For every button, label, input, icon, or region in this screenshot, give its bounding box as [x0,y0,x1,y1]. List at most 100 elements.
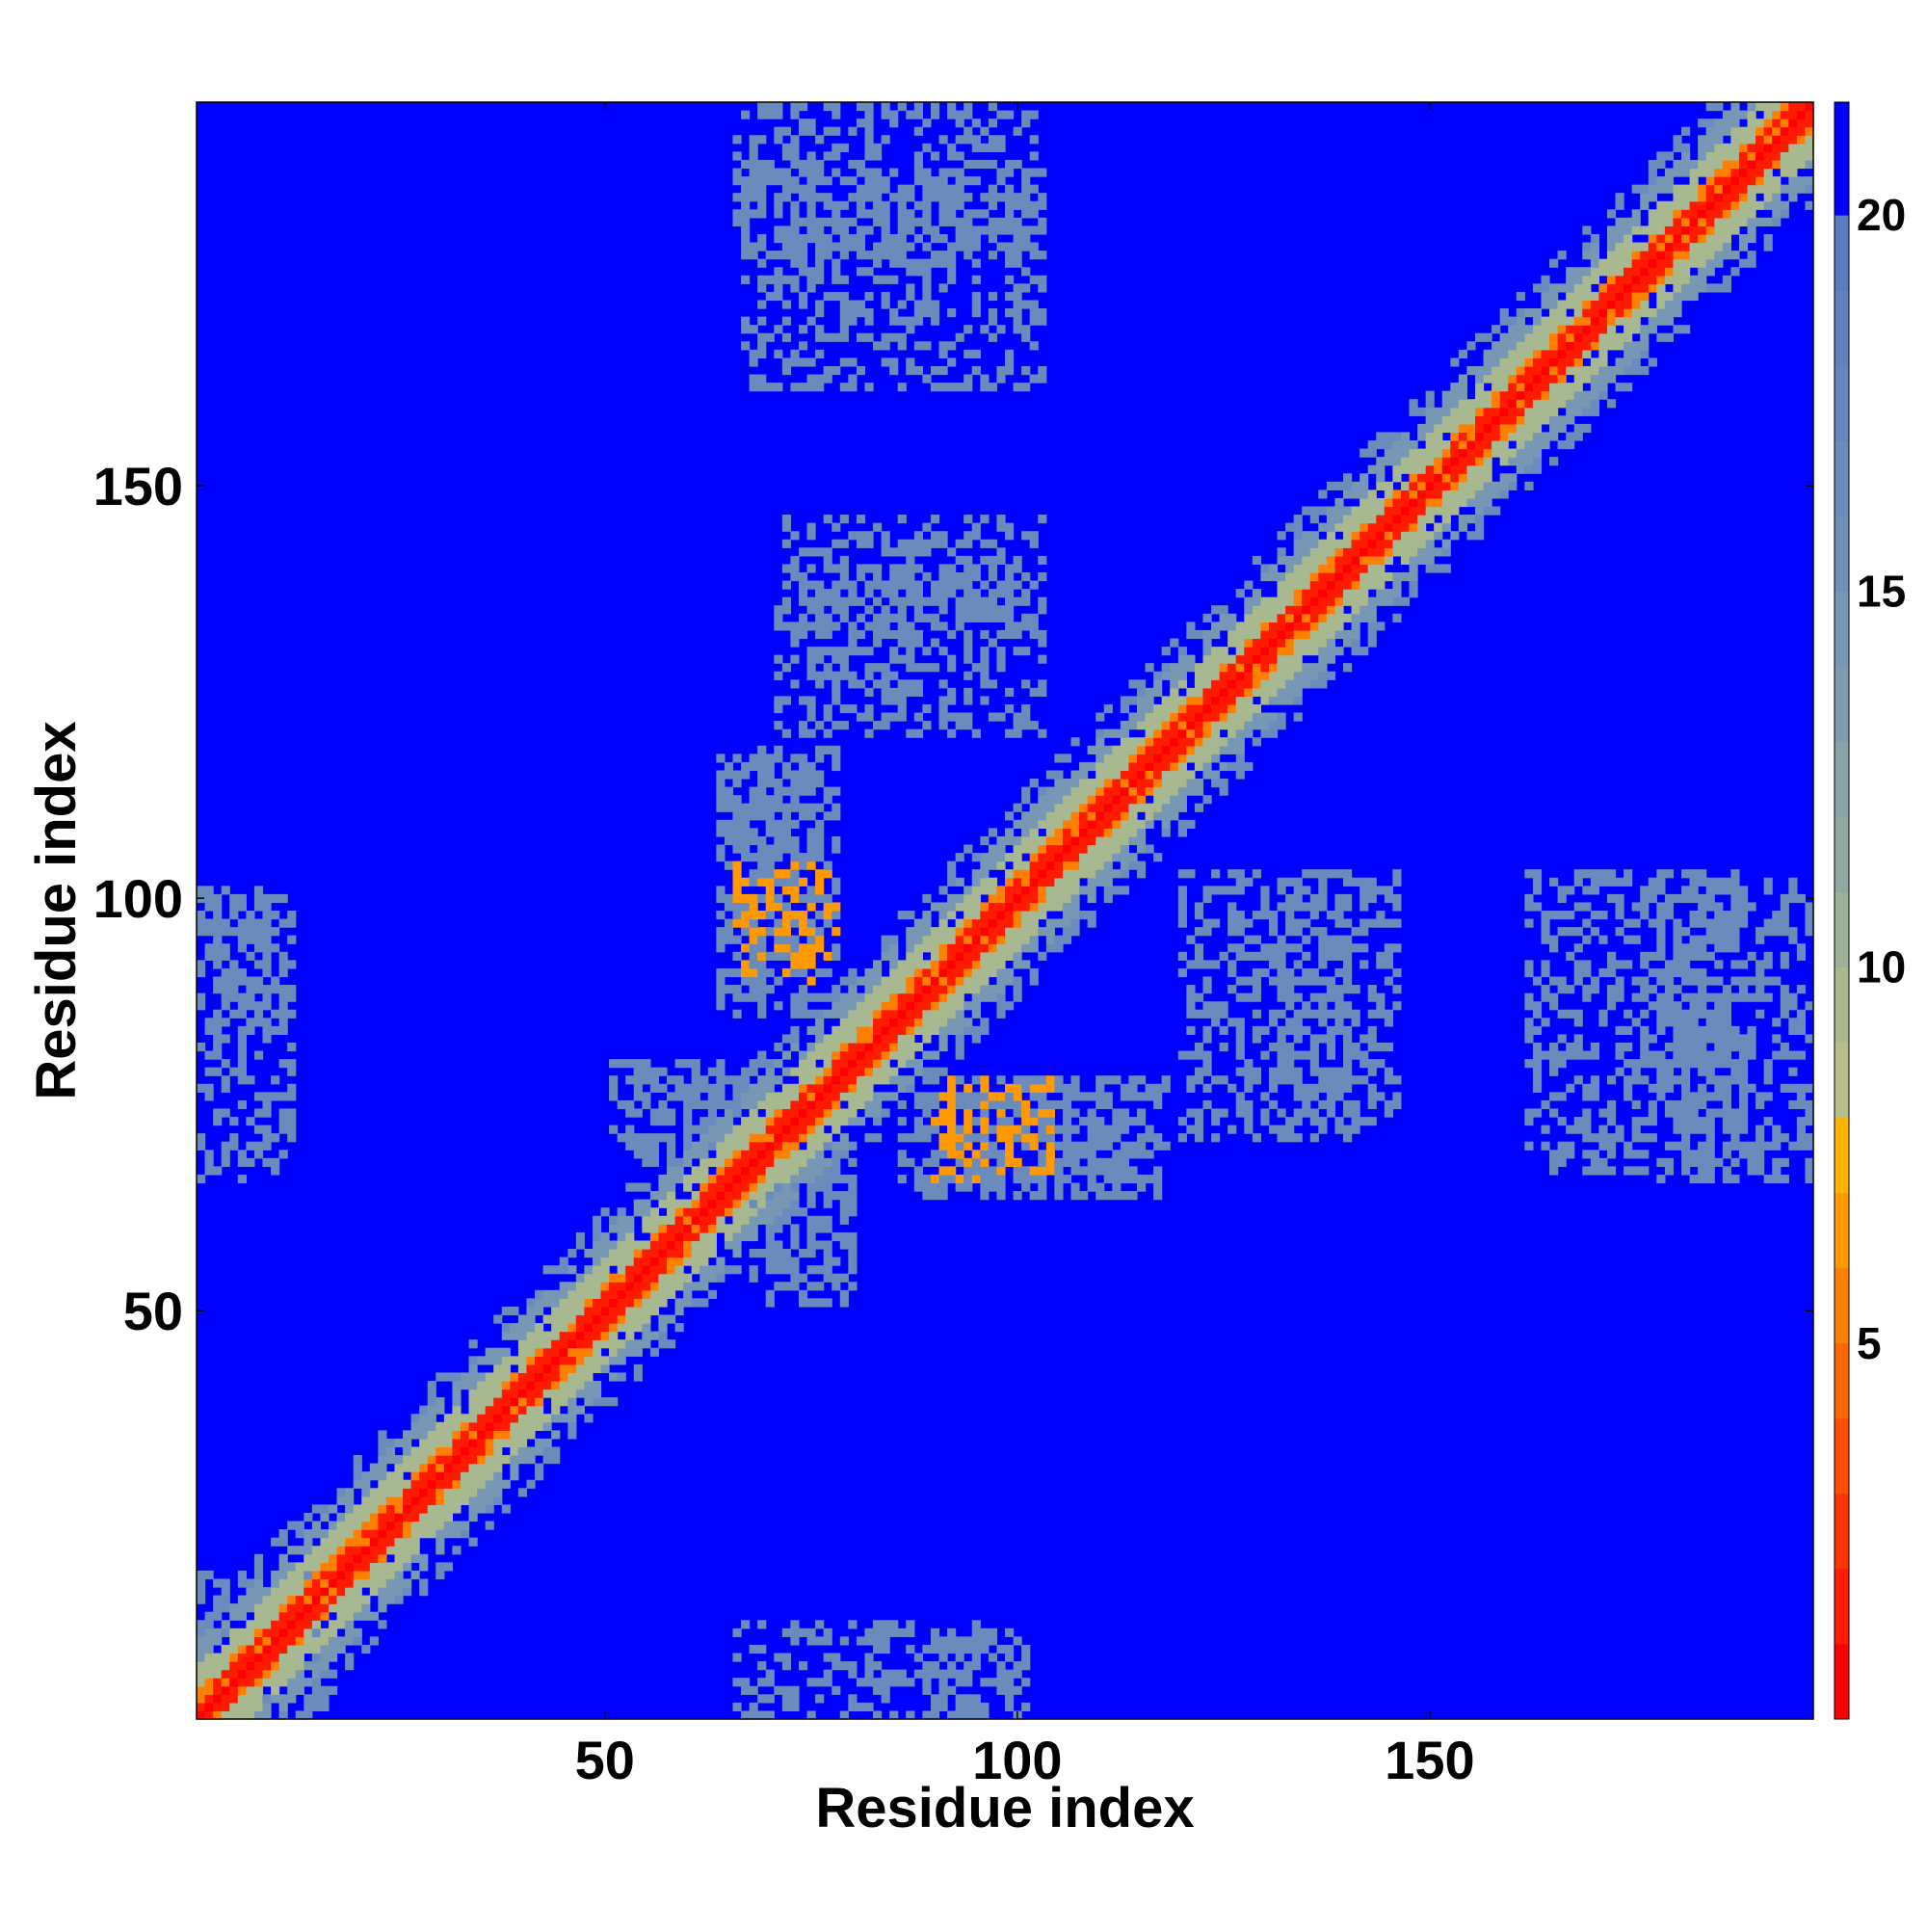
heatmap-cell [732,1702,742,1712]
heatmap-cell [971,853,981,862]
heatmap-cell [1780,951,1789,961]
heatmap-cell [707,1099,717,1110]
heatmap-cell [806,1628,816,1637]
heatmap-cell [765,967,775,978]
heatmap-cell [832,1257,841,1266]
heatmap-cell [1211,745,1221,754]
heatmap-cell [823,1628,832,1637]
heatmap-cell [823,1042,832,1052]
heatmap-cell [1615,1133,1624,1143]
heatmap-cell [1796,893,1807,904]
heatmap-cell [419,1529,429,1539]
heatmap-cell [1186,754,1196,763]
heatmap-cell [922,967,932,978]
heatmap-cell [1194,1125,1204,1134]
heatmap-cell [724,1099,734,1110]
heatmap-cell [1598,911,1608,920]
heatmap-cell [781,835,792,846]
heatmap-cell [592,1215,602,1225]
heatmap-cell [1029,687,1039,698]
heatmap-cell [394,1495,404,1506]
heatmap-cell [1103,754,1113,763]
heatmap-cell [1532,1067,1543,1076]
heatmap-cell [906,1001,915,1011]
heatmap-cell [253,1644,264,1654]
heatmap-cell [980,935,990,944]
heatmap-cell [906,992,915,1002]
heatmap-cell [253,1578,264,1588]
heatmap-cell [1640,985,1650,994]
heatmap-cell [881,687,890,698]
heatmap-cell [649,1083,660,1093]
heatmap-cell [947,927,957,937]
heatmap-cell [806,1009,816,1019]
heatmap-cell [1549,976,1559,986]
heatmap-cell [526,1372,536,1382]
heatmap-cell [278,1636,288,1646]
heatmap-cell [897,1174,907,1184]
heatmap-cell [1054,1182,1064,1192]
heatmap-cell [1763,886,1773,895]
heatmap-cell [1244,687,1254,698]
heatmap-cell [996,835,1006,846]
heatmap-cell [996,1644,1006,1654]
heatmap-cell [806,902,816,912]
heatmap-cell [1359,943,1369,953]
heatmap-cell [964,1108,973,1118]
heatmap-cell [1070,853,1080,862]
heatmap-cell [765,853,775,862]
heatmap-cell [707,1249,717,1258]
heatmap-cell [774,1166,783,1176]
heatmap-cell [1136,819,1147,829]
heatmap-cell [403,1463,412,1472]
heatmap-cell [683,1092,693,1101]
heatmap-cell [1532,877,1543,887]
heatmap-cell [1260,696,1270,705]
heatmap-cell [1615,985,1624,994]
heatmap-cell [427,1380,436,1390]
heatmap-cell [839,1298,849,1308]
heatmap-cell [700,1224,709,1233]
heatmap-cell [1070,1150,1080,1159]
heatmap-cell [649,1207,660,1217]
heatmap-cell [1177,647,1187,656]
heatmap-cell [625,1331,635,1340]
heatmap-cell [526,1356,536,1365]
heatmap-cell [271,1611,280,1621]
heatmap-cell [1161,696,1171,705]
heatmap-cell [658,1083,668,1093]
heatmap-cell [955,1092,964,1101]
heatmap-cell [873,629,883,640]
heatmap-cell [1136,703,1147,714]
heatmap-cell [1005,951,1015,961]
heatmap-cell [1087,844,1096,854]
heatmap-cell [271,1628,280,1637]
heatmap-cell [1277,1067,1286,1076]
heatmap-cell [204,1050,214,1060]
heatmap-cell [1235,703,1245,714]
heatmap-cell [592,1231,602,1242]
heatmap-cell [930,1661,940,1671]
heatmap-cell [1705,1034,1715,1044]
heatmap-cell [955,1694,964,1704]
heatmap-cell [798,1009,808,1019]
heatmap-cell [1070,927,1080,937]
heatmap-cell [1640,1009,1650,1019]
heatmap-cell [757,844,767,854]
heatmap-cell [197,886,206,895]
heatmap-cell [1136,1108,1147,1118]
heatmap-cell [477,1488,487,1497]
heatmap-cell [1013,1191,1022,1201]
heatmap-cell [1293,927,1303,937]
heatmap-cell [1095,1117,1105,1126]
heatmap-cell [674,1075,684,1085]
heatmap-cell [674,1240,684,1250]
heatmap-cell [798,622,808,631]
heatmap-cell [913,967,923,978]
heatmap-cell [320,1702,330,1712]
heatmap-cell [980,1083,990,1093]
heatmap-cell [592,1289,602,1299]
heatmap-cell [724,1075,734,1085]
heatmap-cell [700,1249,709,1258]
heatmap-cell [980,1018,990,1027]
